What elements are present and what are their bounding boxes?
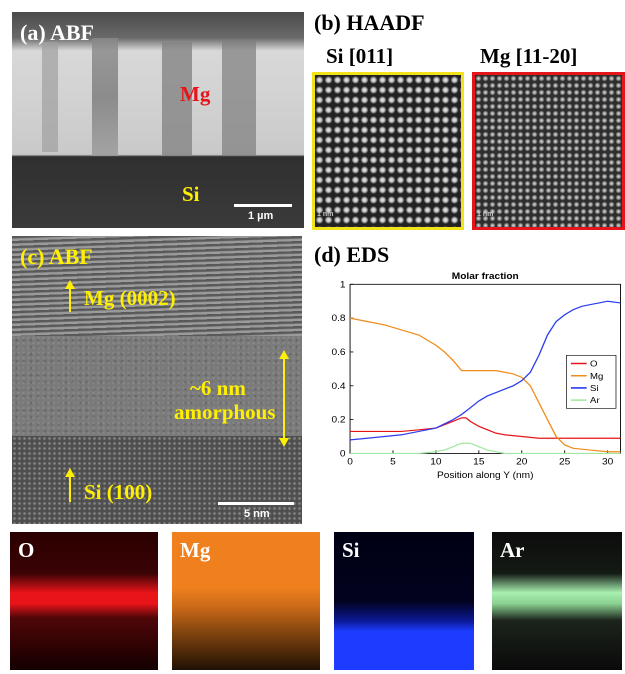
map-ar-label: Ar [500,538,525,562]
y-tick-label: 0.4 [331,381,346,391]
si-lattice [12,436,302,524]
map-mg: Mg [172,532,320,670]
map-si: Si [334,532,474,670]
panel-b-label: (b) HAADF [314,10,425,35]
x-tick-label: 0 [347,457,353,467]
amorphous-thickness-label: ~6 nm [190,376,246,400]
series-line-si [349,300,621,441]
mg-label: Mg [180,82,211,106]
amorphous-arrowhead-top [279,350,289,359]
panel-a-image: (a) ABF Mg Si 1 µm [12,12,304,228]
si-haadf-image: 1 nm [312,72,464,230]
y-tick-label: 0.6 [331,347,345,357]
legend-label-si: Si [590,383,599,392]
y-tick-label: 0.8 [331,314,345,324]
panel-c-label: (c) ABF [20,244,93,269]
map-ar: Ar [492,532,622,670]
mg-haadf-image: 1 nm [472,72,625,230]
legend-label-mg: Mg [590,371,603,380]
x-axis-label: Position along Y (nm) [437,470,533,480]
series-line-mg [349,317,621,453]
scale-bar [234,204,292,207]
x-tick-label: 5 [390,457,396,467]
panel-c-image: (c) ABF Mg (0002) ~6 nm amorphous Si (10… [12,236,302,524]
x-tick-label: 30 [602,457,613,467]
mg-direction-arrow [69,288,71,312]
mg-lattice-fringes [12,236,302,336]
map-o: O [10,532,158,670]
y-tick-label: 1 [340,280,346,290]
amorphous-thickness-arrow [283,358,285,440]
legend-label-ar: Ar [590,396,600,405]
panel-d-label: (d) EDS [314,242,390,267]
map-si-label: Si [342,538,360,562]
series-line-o [350,417,621,439]
mg-grain-dark-1 [92,38,118,156]
panel-c-scale-bar [218,502,294,505]
mg-grain-dark-3 [222,40,256,156]
mg-zone-axis-title: Mg [11-20] [480,44,578,68]
eds-chart: Molar fraction 0 5 10 15 20 25 30 0 0.2 0.4 0.6 0.8 1… [331,272,621,481]
mg-direction-arrowhead [65,280,75,289]
series-line-ar [350,442,621,455]
amorphous-layer [12,336,302,446]
x-tick-label: 15 [473,457,484,467]
mg-scale-label: 1 nm [477,211,494,218]
si-scale-label: 1 nm [317,211,334,218]
x-tick-label: 10 [430,457,441,467]
y-tick-label: 0 [340,449,346,459]
mg-plane-label: Mg (0002) [84,286,176,310]
x-tick-label: 20 [516,457,527,467]
si-direction-arrow [69,476,71,502]
x-tick-label: 25 [559,457,570,467]
si-plane-label: Si (100) [84,480,153,504]
mg-grain-dark-4 [42,42,58,152]
amorphous-arrowhead-bottom [279,438,289,447]
amorphous-label: amorphous [174,400,276,424]
chart-title: Molar fraction [452,272,519,282]
scale-bar-label: 1 µm [248,210,274,222]
si-zone-axis-title: Si [011] [326,44,394,68]
mg-grain-dark-2 [162,42,192,156]
map-o-label: O [18,538,35,562]
map-mg-label: Mg [180,538,211,562]
si-direction-arrowhead [65,468,75,477]
si-label: Si [182,182,200,206]
panel-a-label: (a) ABF [20,20,94,45]
legend-label-o: O [590,359,597,368]
y-tick-label: 0.2 [331,415,345,425]
panel-c-scale-label: 5 nm [244,508,270,520]
